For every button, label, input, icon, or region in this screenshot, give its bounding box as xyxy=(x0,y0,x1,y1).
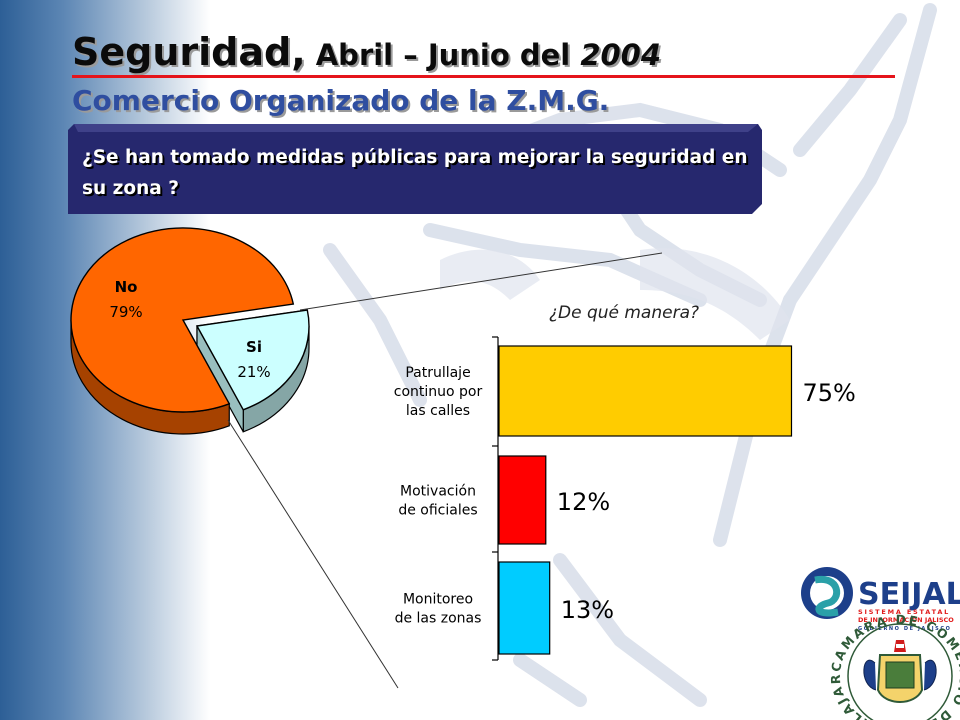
seijal-logo: SEIJAL SISTEMA ESTATAL DE INFORMACIÓN JA… xyxy=(801,567,960,632)
pie-to-bar-connectors xyxy=(227,252,663,689)
bar-category-label: Patrullaje xyxy=(405,365,470,381)
title-underline xyxy=(72,75,895,78)
seijal-logo-line: GOBIERNO DE JALISCO xyxy=(858,626,951,632)
bar-2 xyxy=(498,561,551,655)
bar-category-label: Monitoreo xyxy=(403,592,473,608)
pie-chart: No 79% Si 21% xyxy=(70,227,310,435)
seijal-logo-line: SISTEMA ESTATAL xyxy=(858,608,950,616)
pie-label-category: Si xyxy=(246,338,262,356)
seijal-logo-line: DE INFORMACIÓN JALISCO xyxy=(858,615,954,624)
bar-category-label: de oficiales xyxy=(398,503,477,519)
title-part-year: 2004 xyxy=(580,38,662,72)
bar-value-label: 12% xyxy=(557,488,610,516)
bar-chart: ¿De qué manera? 75% Patrullaje continuo por… xyxy=(394,303,856,661)
bar-chart-title: ¿De qué manera? xyxy=(549,303,699,323)
pie-label-value: 21% xyxy=(237,363,270,381)
title-part-period: Abril – Junio del xyxy=(305,38,581,72)
pie-label-value: 79% xyxy=(109,303,142,321)
page-subtitle: Comercio Organizado de la Z.M.G. xyxy=(72,84,610,117)
pie-label-category: No xyxy=(115,278,138,296)
bar-0 xyxy=(498,345,793,437)
bar-value-label: 13% xyxy=(561,596,614,624)
pie-slice-no xyxy=(70,227,295,413)
bar-category-label: Motivación xyxy=(400,484,476,500)
seijal-logo-name: SEIJAL xyxy=(858,577,960,612)
bar-category-label: las calles xyxy=(406,403,470,419)
bar-category-label: de las zonas xyxy=(395,611,482,627)
bar-category-label: continuo por xyxy=(394,384,483,400)
bar-value-label: 75% xyxy=(803,379,856,407)
question-box xyxy=(68,124,762,214)
bar-1 xyxy=(498,455,547,545)
question-text: ¿Se han tomado medidas públicas para mej… xyxy=(82,147,748,199)
page-title: Seguridad, Abril – Junio del 2004 xyxy=(72,30,661,74)
pie-slice-si xyxy=(195,309,310,411)
title-part-seguridad: Seguridad, xyxy=(72,30,306,74)
connector-line-bottom xyxy=(227,419,399,689)
connector-line-top xyxy=(299,252,663,311)
